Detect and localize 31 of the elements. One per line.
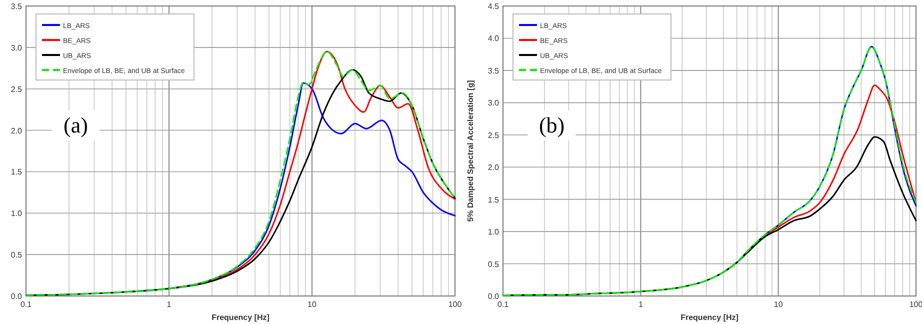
x-axis-title: Frequency [Hz] (680, 313, 739, 322)
y-tick-label: 1.0 (10, 209, 23, 218)
y-tick-label: 1.5 (10, 168, 23, 177)
x-tick-label: 10 (308, 300, 317, 309)
y-tick-label: 2.0 (10, 126, 23, 136)
y-tick-label: 2.5 (488, 130, 500, 140)
y-tick-label: 0.0 (488, 292, 500, 301)
x-tick-label: 10 (774, 300, 784, 309)
y-tick-label: 2.0 (488, 163, 500, 172)
y-tick-label: 3.5 (488, 66, 500, 76)
y-tick-label: 2.5 (10, 84, 23, 94)
x-tick-label: 1 (166, 300, 172, 309)
x-axis-title: Frequency [Hz] (212, 313, 270, 322)
x-tick-label: 100 (448, 300, 462, 309)
y-tick-label: 4.5 (488, 2, 500, 11)
y-tick-label: 1.0 (488, 228, 500, 237)
x-tick-label: 0.1 (20, 300, 32, 309)
annotation: (a) (64, 112, 88, 138)
y-tick-label: 0.5 (488, 260, 500, 269)
x-tick-label: 100 (909, 300, 922, 309)
y-tick-label: 3.0 (488, 98, 500, 108)
y-tick-label: 0.5 (10, 250, 23, 260)
annotation: (b) (538, 112, 565, 138)
y-axis-title: 5% Damped Spectral Acceleration [g] (466, 80, 475, 222)
x-tick-label: 0.1 (497, 300, 510, 309)
y-tick-label: 3.5 (10, 2, 23, 11)
y-tick-label: 3.0 (10, 43, 23, 52)
y-tick-label: 4.0 (488, 34, 500, 44)
y-tick-label: 0.0 (10, 292, 23, 301)
x-tick-label: 1 (638, 300, 644, 309)
y-tick-label: 1.5 (488, 195, 500, 204)
